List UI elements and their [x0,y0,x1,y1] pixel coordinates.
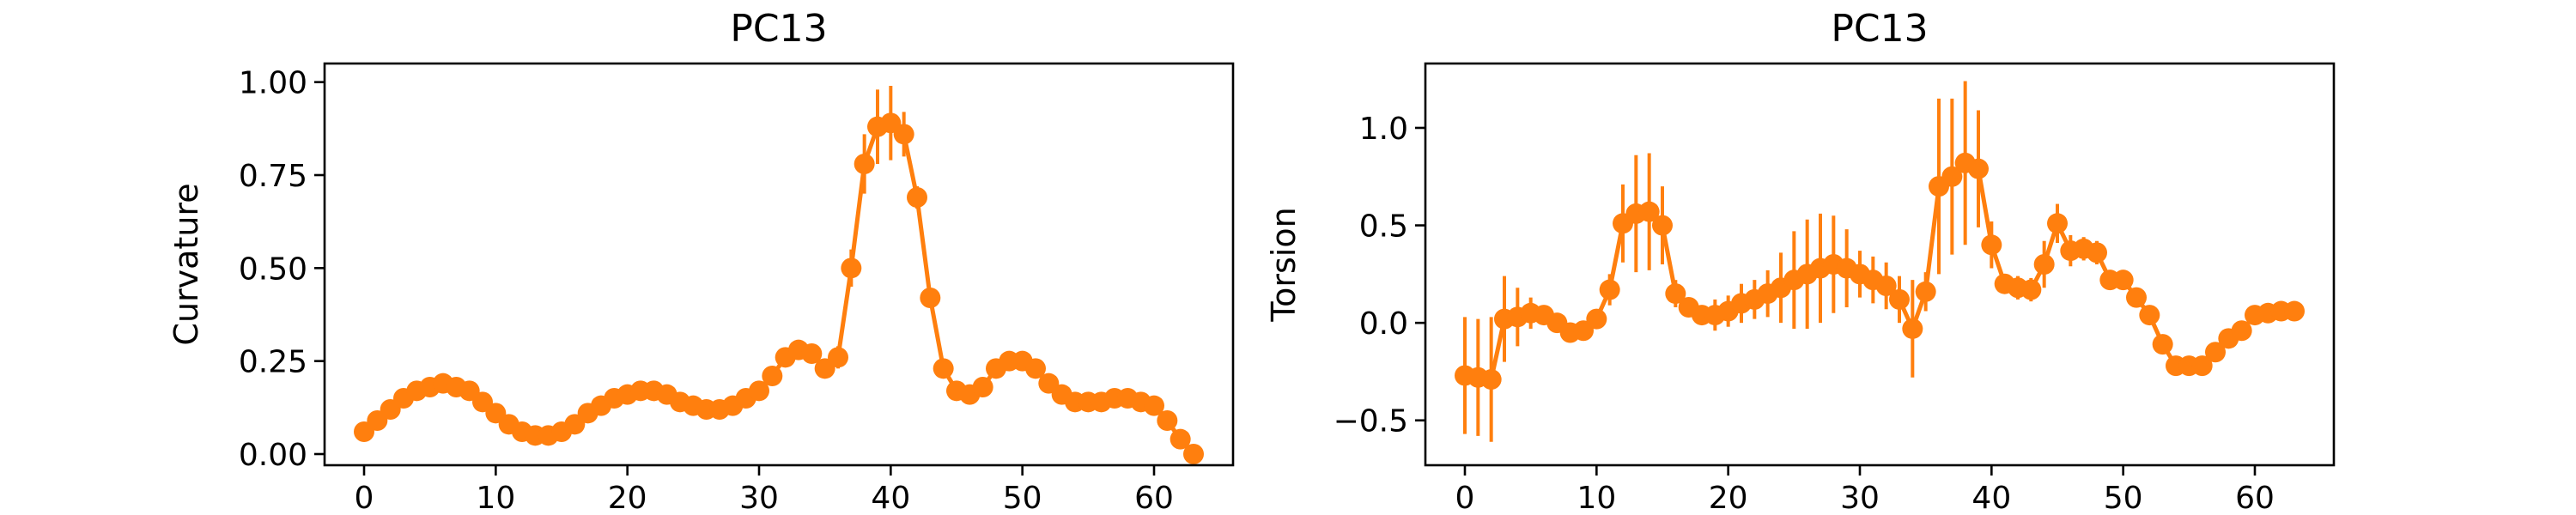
x-tick-label: 0 [1455,481,1475,515]
data-point [1599,279,1620,300]
x-tick-label: 40 [871,481,910,515]
data-point [2284,300,2305,322]
data-point [1025,358,1046,379]
data-point [749,380,769,402]
data-point [2205,342,2226,363]
curvature-chart: PC13 Curvature 0 10 20 30 40 50 60 0.00 0.25 0.50… [167,7,1235,515]
data-point [1902,318,1923,339]
data-point [1638,201,1660,222]
axis-ticks: 0 10 20 30 40 50 60 −0.5 0.0 0.5 1.0 [1334,112,2275,515]
data-point [893,124,914,145]
y-tick-label: −0.5 [1334,404,1408,439]
data-point [1889,288,1910,310]
data-point [1915,281,1936,302]
data-point [1144,395,1164,416]
data-point [1941,166,1963,187]
data-point [2112,270,2134,291]
data-point [2152,334,2173,355]
data-point [854,154,875,174]
y-tick-label: 0.75 [239,159,307,194]
data-point [2047,213,2068,234]
axis-ticks: 0 10 20 30 40 50 60 0.00 0.25 0.50 0.75 1.00 [239,66,1174,515]
data-point [2139,305,2160,326]
torsion-chart: PC13 Torsion 0 10 20 30 40 50 60 −0.5 0.0 0.5 1.0 [1265,7,2336,515]
data-point [1157,410,1178,431]
data-point [2020,279,2042,300]
y-tick-label: 0.50 [239,251,307,287]
x-tick-label: 60 [2235,481,2275,515]
plot-frame [1424,62,2336,467]
y-tick-label: 0.0 [1359,306,1408,342]
data-point [1586,308,1607,330]
y-axis-label: Curvature [167,183,205,345]
data-point [801,343,823,364]
data-point [933,358,954,379]
data-point [841,258,862,279]
chart-title: PC13 [730,7,827,51]
data-point [1480,369,1502,391]
x-tick-label: 10 [1577,481,1616,515]
x-tick-label: 50 [1003,481,1042,515]
y-tick-label: 0.5 [1359,209,1408,245]
data-point [762,366,783,386]
data-point [1875,275,1897,296]
data-point [828,347,848,368]
data-point [907,187,927,208]
data-point [1183,444,1204,464]
x-tick-label: 20 [1709,481,1748,515]
data-point [972,377,993,397]
x-tick-label: 40 [1971,481,2011,515]
y-tick-label: 1.0 [1359,112,1408,147]
x-tick-label: 30 [739,481,779,515]
torsion-series [1455,152,2305,391]
y-tick-label: 1.00 [239,66,307,101]
x-tick-label: 0 [355,481,374,515]
data-point [2033,254,2055,275]
data-point [1170,428,1191,450]
plot-frame [323,62,1235,467]
y-tick-label: 0.00 [239,438,307,473]
chart-title: PC13 [1831,7,1928,51]
data-point [1968,158,1989,179]
data-point [920,288,941,308]
data-point [2231,320,2252,342]
data-point [2191,355,2213,377]
x-tick-label: 50 [2104,481,2143,515]
curvature-series [354,112,1204,464]
y-tick-label: 0.25 [239,345,307,380]
data-point [1573,320,1594,342]
data-point [1652,215,1673,236]
data-point [1981,234,2002,256]
data-point [1665,283,1686,305]
x-tick-label: 10 [476,481,515,515]
x-tick-label: 60 [1134,481,1174,515]
y-axis-label: Torsion [1265,207,1303,322]
x-tick-label: 30 [1840,481,1880,515]
data-point [2087,242,2107,264]
x-tick-label: 20 [608,481,647,515]
data-point [2126,287,2147,308]
